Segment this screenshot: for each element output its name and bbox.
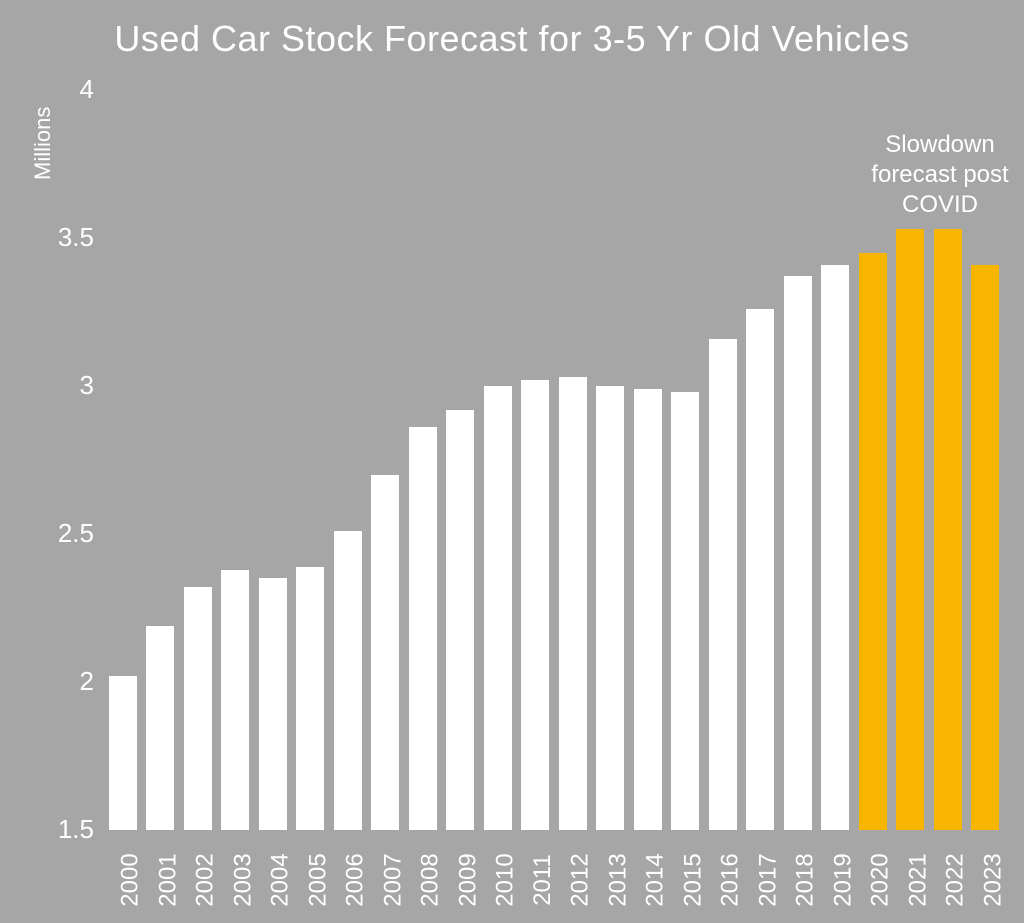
x-tick-label: 2005 — [292, 866, 330, 894]
x-tick-label: 2017 — [742, 866, 780, 894]
bar — [671, 392, 699, 830]
y-tick-label: 3.5 — [0, 222, 94, 253]
x-tick-label: 2023 — [967, 866, 1005, 894]
bar — [559, 377, 587, 830]
x-tick-label: 2018 — [779, 866, 817, 894]
x-tick-label: 2012 — [554, 866, 592, 894]
bar — [521, 380, 549, 830]
bar — [709, 339, 737, 830]
x-tick-label: 2009 — [442, 866, 480, 894]
x-tick-label: 2022 — [929, 866, 967, 894]
x-tick-label: 2001 — [142, 866, 180, 894]
y-tick-label: 2.5 — [0, 518, 94, 549]
bar — [821, 265, 849, 830]
y-axis-label: Millions — [30, 107, 56, 180]
x-tick-label: 2004 — [254, 866, 292, 894]
x-tick-label: 2007 — [367, 866, 405, 894]
bar — [334, 531, 362, 830]
x-labels: 2000200120022003200420052006200720082009… — [104, 866, 1004, 894]
annotation-slowdown: Slowdown forecast post COVID — [860, 130, 1020, 220]
bar — [859, 253, 887, 830]
x-tick-label: 2000 — [104, 866, 142, 894]
chart-title: Used Car Stock Forecast for 3-5 Yr Old V… — [0, 18, 1024, 60]
y-tick-label: 1.5 — [0, 814, 94, 845]
x-tick-label: 2003 — [217, 866, 255, 894]
x-tick-label: 2014 — [629, 866, 667, 894]
x-tick-label: 2002 — [179, 866, 217, 894]
bar — [634, 389, 662, 830]
bar — [596, 386, 624, 830]
bar — [934, 229, 962, 830]
x-tick-label: 2013 — [592, 866, 630, 894]
y-tick-label: 2 — [0, 666, 94, 697]
x-tick-label: 2011 — [517, 866, 555, 894]
bar — [446, 410, 474, 830]
x-tick-label: 2019 — [817, 866, 855, 894]
bar — [221, 570, 249, 830]
bar — [109, 676, 137, 830]
bar — [146, 626, 174, 830]
bar — [896, 229, 924, 830]
x-tick-label: 2020 — [854, 866, 892, 894]
bar — [371, 475, 399, 830]
bar — [784, 276, 812, 830]
y-tick-label: 4 — [0, 74, 94, 105]
bar — [409, 427, 437, 830]
y-tick-label: 3 — [0, 370, 94, 401]
bar — [484, 386, 512, 830]
x-tick-label: 2008 — [404, 866, 442, 894]
bar-chart: Used Car Stock Forecast for 3-5 Yr Old V… — [0, 0, 1024, 923]
bar — [296, 567, 324, 830]
bar — [184, 587, 212, 830]
bar — [746, 309, 774, 830]
x-tick-label: 2010 — [479, 866, 517, 894]
x-tick-label: 2015 — [667, 866, 705, 894]
x-tick-label: 2006 — [329, 866, 367, 894]
x-tick-label: 2021 — [892, 866, 930, 894]
x-tick-label: 2016 — [704, 866, 742, 894]
bar — [259, 578, 287, 830]
bar — [971, 265, 999, 830]
